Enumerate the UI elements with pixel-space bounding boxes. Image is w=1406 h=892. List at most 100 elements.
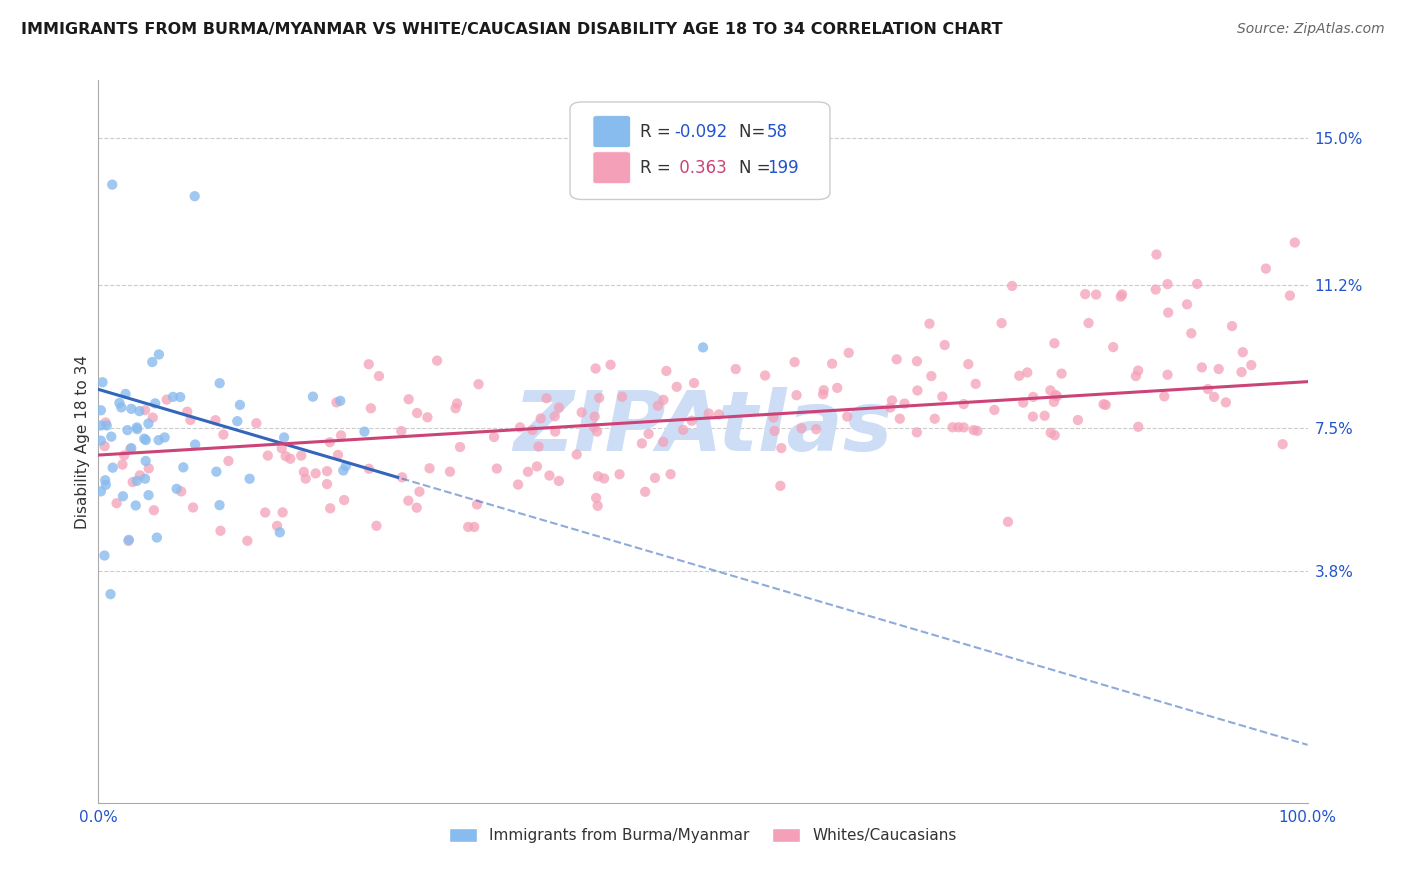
- Point: [886, 352, 908, 367]
- Point: [763, 424, 786, 438]
- Point: [416, 410, 439, 425]
- Point: [90, 484, 112, 499]
- Point: [294, 472, 316, 486]
- Text: 58: 58: [768, 123, 789, 141]
- Point: [585, 491, 607, 505]
- Point: [1146, 247, 1168, 261]
- Point: [330, 428, 353, 442]
- Point: [108, 396, 131, 410]
- Point: [181, 500, 204, 515]
- Point: [208, 498, 231, 512]
- Point: [1157, 305, 1180, 319]
- Point: [482, 430, 505, 444]
- Point: [983, 403, 1005, 417]
- Point: [333, 493, 356, 508]
- Point: [148, 433, 170, 447]
- Point: [141, 355, 163, 369]
- Point: [893, 396, 915, 410]
- Point: [522, 423, 544, 437]
- Point: [120, 401, 142, 416]
- Point: [952, 420, 974, 434]
- Point: [117, 533, 139, 548]
- Point: [634, 484, 657, 499]
- Point: [811, 387, 834, 401]
- Point: [329, 393, 352, 408]
- Point: [396, 493, 419, 508]
- Point: [138, 488, 160, 502]
- Point: [1043, 336, 1066, 351]
- Point: [879, 401, 901, 415]
- Point: [405, 500, 427, 515]
- Point: [169, 390, 191, 404]
- Point: [93, 549, 115, 563]
- Point: [290, 449, 312, 463]
- Text: -0.092: -0.092: [673, 123, 727, 141]
- Point: [516, 465, 538, 479]
- Point: [1008, 368, 1031, 383]
- Point: [585, 361, 607, 376]
- Point: [465, 498, 488, 512]
- Point: [91, 376, 114, 390]
- Point: [111, 458, 134, 472]
- Point: [112, 448, 135, 462]
- Point: [118, 533, 141, 547]
- Point: [274, 449, 297, 463]
- Point: [142, 410, 165, 425]
- Point: [419, 461, 441, 475]
- Point: [357, 462, 380, 476]
- Point: [129, 468, 152, 483]
- Point: [1197, 382, 1219, 396]
- Point: [439, 465, 461, 479]
- Point: [142, 503, 165, 517]
- Point: [1254, 261, 1277, 276]
- Point: [278, 451, 301, 466]
- Point: [319, 435, 342, 450]
- Point: [1043, 395, 1066, 409]
- Point: [236, 533, 259, 548]
- Point: [406, 406, 429, 420]
- Point: [1050, 367, 1073, 381]
- Point: [934, 338, 956, 352]
- Point: [1045, 388, 1067, 402]
- Point: [176, 405, 198, 419]
- Point: [94, 478, 117, 492]
- Point: [672, 423, 695, 437]
- Point: [790, 421, 813, 435]
- Point: [449, 440, 471, 454]
- Point: [548, 401, 571, 415]
- Point: [204, 413, 226, 427]
- Point: [368, 369, 391, 384]
- Point: [90, 403, 112, 417]
- Point: [1144, 283, 1167, 297]
- Point: [184, 437, 207, 451]
- Point: [586, 425, 609, 439]
- Point: [1185, 277, 1208, 291]
- Point: [536, 391, 558, 405]
- Point: [245, 416, 267, 430]
- Point: [1278, 288, 1301, 302]
- Point: [825, 381, 848, 395]
- Point: [692, 340, 714, 354]
- Point: [1128, 419, 1150, 434]
- Point: [681, 414, 703, 428]
- Text: 199: 199: [768, 160, 799, 178]
- Point: [837, 409, 859, 424]
- Point: [1074, 287, 1097, 301]
- Point: [389, 424, 412, 438]
- Point: [153, 430, 176, 444]
- Point: [1125, 369, 1147, 384]
- Point: [1232, 345, 1254, 359]
- Point: [1175, 297, 1198, 311]
- Text: N=: N=: [740, 123, 770, 141]
- Point: [90, 418, 112, 433]
- Point: [166, 482, 188, 496]
- Point: [1067, 413, 1090, 427]
- Point: [353, 425, 375, 439]
- FancyBboxPatch shape: [593, 152, 630, 184]
- Point: [1111, 287, 1133, 301]
- Point: [101, 460, 124, 475]
- Point: [1022, 409, 1045, 424]
- Point: [271, 505, 294, 519]
- Point: [707, 408, 730, 422]
- Point: [652, 434, 675, 449]
